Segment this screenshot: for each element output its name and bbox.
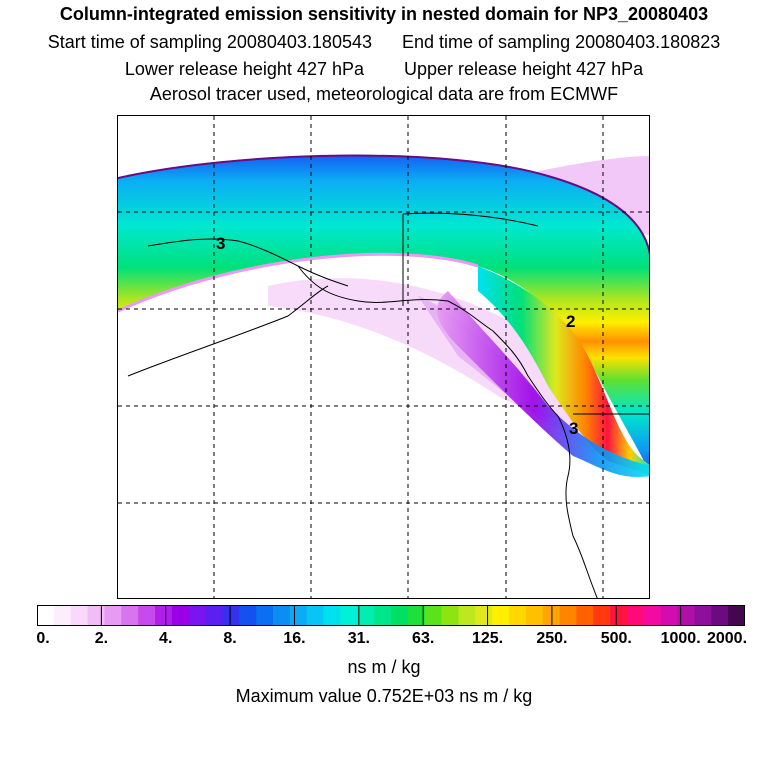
colorbar-swatch xyxy=(239,605,257,626)
maximum-value-label: Maximum value 0.752E+03 ns m / kg xyxy=(235,686,533,706)
colorbar xyxy=(37,605,745,626)
colorbar-swatch xyxy=(273,605,291,626)
colorbar-swatch xyxy=(70,605,89,626)
colorbar-swatch xyxy=(87,605,106,626)
end-time: End time of sampling 20080403.180823 xyxy=(402,32,721,52)
colorbar-swatch xyxy=(37,605,55,626)
colorbar-swatch xyxy=(374,605,392,626)
colorbar-swatch xyxy=(155,605,173,626)
colorbar-tick-label: 31. xyxy=(347,630,370,647)
colorbar-swatch xyxy=(576,605,594,626)
colorbar-swatch xyxy=(138,605,156,626)
colorbar-swatch xyxy=(593,605,611,626)
colorbar-swatch xyxy=(171,605,190,626)
graticule xyxy=(118,116,649,598)
colorbar-swatch xyxy=(458,605,476,626)
lower-release-height: Lower release height 427 hPa xyxy=(124,59,364,79)
colorbar-swatch xyxy=(525,605,544,626)
colorbar-swatch xyxy=(391,605,409,626)
colorbar-swatch xyxy=(424,605,443,626)
sensitivity-arc-band xyxy=(118,155,649,472)
colorbar-swatch xyxy=(121,605,139,626)
arc-inner-edge xyxy=(118,252,479,313)
colorbar-swatch xyxy=(441,605,460,626)
colorbar-swatch xyxy=(306,605,325,626)
east-plume xyxy=(478,266,649,476)
release-height-line: Lower release height 427 hPa Upper releas… xyxy=(0,59,768,80)
colorbar-swatch xyxy=(728,605,745,626)
colorbar-swatch xyxy=(104,605,122,626)
colorbar-swatch xyxy=(188,605,207,626)
colorbar-swatch xyxy=(323,605,342,626)
colorbar-swatch xyxy=(492,605,510,626)
colorbar-swatch xyxy=(475,605,493,626)
colorbar-tick-label: 2000. xyxy=(706,630,748,647)
colorbar-swatch xyxy=(509,605,527,626)
colorbar-swatch xyxy=(711,605,729,626)
colorbar-tick-label: 8. xyxy=(223,630,237,647)
contour-label-east: 2 xyxy=(566,312,575,331)
colorbar-tick-label: 63. xyxy=(412,630,435,647)
colorbar-tick-label: 1000. xyxy=(660,630,701,647)
colorbar-swatch xyxy=(610,605,628,626)
colorbar-swatch xyxy=(222,605,240,626)
aerosol-info: Aerosol tracer used, meteorological data… xyxy=(149,84,619,104)
figure-title: Column-integrated emission sensitivity i… xyxy=(59,4,709,24)
arc-outer-edge xyxy=(118,154,649,256)
colorbar-swatch xyxy=(677,605,696,626)
coastlines xyxy=(127,212,649,598)
colorbar-swatch xyxy=(694,605,712,626)
colorbar-swatch xyxy=(357,605,375,626)
colorbar-tick-label: 16. xyxy=(283,630,306,647)
colorbar-swatch xyxy=(53,605,72,626)
contour-label-south: 3 xyxy=(569,419,578,438)
colorbar-swatch xyxy=(289,605,308,626)
start-time: Start time of sampling 20080403.180543 xyxy=(47,32,372,52)
colorbar-swatch xyxy=(660,605,679,626)
colorbar-swatch xyxy=(627,605,645,626)
colorbar-tick-label: 250. xyxy=(536,630,568,647)
colorbar-tick-label: 125. xyxy=(471,630,504,647)
colorbar-tick-label: 2. xyxy=(94,630,109,647)
colorbar-frame xyxy=(37,605,745,626)
south-tail xyxy=(437,291,649,477)
colorbar-swatch xyxy=(256,605,274,626)
sampling-time-line: Start time of sampling 20080403.180543 En… xyxy=(0,32,768,53)
colorbar-swatch xyxy=(340,605,358,626)
sensitivity-map: 3 2 3 xyxy=(117,115,650,599)
colorbar-swatch xyxy=(205,605,224,626)
contour-label-west: 3 xyxy=(216,234,225,253)
colorbar-swatch xyxy=(643,605,662,626)
colorbar-tick-label: 0. xyxy=(36,630,50,647)
colorbar-tick-label: 4. xyxy=(159,630,173,647)
colorbar-swatch xyxy=(559,605,578,626)
colorbar-tick-label: 500. xyxy=(600,630,632,647)
colorbar-swatch xyxy=(407,605,426,626)
colorbar-units: ns m / kg xyxy=(347,657,421,677)
colorbar-tick-labels: 0. 2. 4. 8. 16. 31. 63. 125. 250. 500. 1000. 2000. xyxy=(0,630,768,652)
upper-release-height: Upper release height 427 hPa xyxy=(404,59,644,79)
map-canvas: 3 2 3 xyxy=(118,116,649,598)
